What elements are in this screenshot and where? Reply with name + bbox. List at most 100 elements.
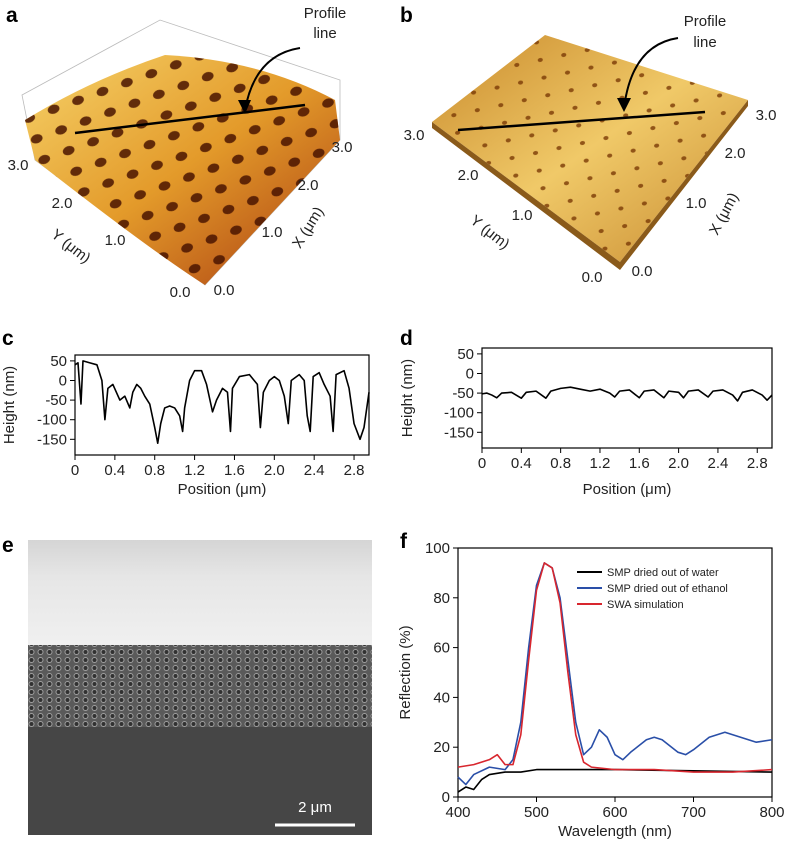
x-tick-label: 1.2 [184, 462, 205, 479]
y-tick-label: 20 [433, 739, 450, 756]
y-tick-label: -50 [45, 392, 67, 409]
axis-title: Reflection (%) [397, 625, 414, 719]
y-tick-label: -50 [452, 385, 474, 402]
y-tick-label: 1.0 [512, 207, 533, 224]
edge [432, 100, 748, 270]
arrow-head [238, 100, 251, 114]
chart: 400 500 600 700 800 0 20 40 60 80 100 f Wavelength (… [397, 530, 785, 840]
x-tick-label: 600 [602, 804, 627, 821]
axis-title: Height (nm) [1, 366, 18, 444]
y-tick-label: 1.0 [105, 232, 126, 249]
sem-shade [28, 645, 372, 727]
y-tick-label: 40 [433, 689, 450, 706]
scale-bar-label: 2 μm [298, 799, 332, 816]
x-tick-label: 2.0 [264, 462, 285, 479]
y-tick-label: 3.0 [8, 157, 29, 174]
x-tick-label: 1.0 [686, 195, 707, 212]
panel-label: c [2, 327, 14, 350]
y-tick-label: 0.0 [170, 284, 191, 301]
sem-substrate [28, 727, 372, 835]
legend-label: SWA simulation [607, 599, 684, 611]
data-line [457, 562, 773, 786]
profile-line [457, 110, 706, 132]
x-tick-label: 500 [524, 804, 549, 821]
axis-title: X (μm) [706, 190, 742, 238]
y-tick-label: 2.0 [458, 167, 479, 184]
axis-title: Wavelength (nm) [558, 823, 672, 840]
axis-title: Position (μm) [583, 481, 672, 498]
panel-a: a Profile line 3.0 2.0 1.0 0.0 0.0 1.0 2… [6, 4, 352, 301]
panel-label: f [400, 530, 408, 553]
axis-title: Y (μm) [48, 226, 94, 267]
y-tick-label: 80 [433, 590, 450, 607]
x-tick-label: 2.8 [747, 455, 768, 472]
chart: 0 0.4 0.8 1.2 1.6 2.0 2.4 2.8 50 0 -50 -100 -150 d Pos… [399, 327, 773, 498]
y-tick-label: 50 [50, 353, 67, 370]
x-tick-label: 0.0 [632, 263, 653, 280]
y-tick-label: 60 [433, 640, 450, 657]
x-tick-label: 2.4 [708, 455, 729, 472]
x-tick-label: 700 [681, 804, 706, 821]
sem-top [28, 540, 372, 645]
annotation: Profile [304, 5, 347, 22]
y-tick-label: 100 [425, 540, 450, 557]
x-tick-label: 0 [478, 455, 486, 472]
y-tick-label: -150 [444, 424, 474, 441]
profile-line [74, 103, 306, 135]
y-tick-label: 3.0 [404, 127, 425, 144]
x-tick-label: 3.0 [332, 139, 353, 156]
data-line [481, 386, 773, 402]
arrow [623, 37, 679, 109]
y-tick-label: 50 [457, 346, 474, 363]
plot-frame [74, 354, 370, 456]
data-line [74, 360, 370, 445]
x-tick-label: 0.8 [144, 462, 165, 479]
data-line [457, 768, 773, 793]
arrow [244, 47, 301, 111]
x-tick-label: 400 [445, 804, 470, 821]
x-tick-label: 2.0 [298, 177, 319, 194]
plot-frame [481, 347, 773, 449]
annotation: line [313, 25, 336, 42]
chart: 0 0.4 0.8 1.2 1.6 2.0 2.4 2.8 50 0 -50 -100 -150 c Pos… [1, 327, 370, 498]
y-tick-label: 0 [442, 789, 450, 806]
x-tick-label: 1.6 [629, 455, 650, 472]
axis-title: X (μm) [289, 204, 327, 251]
annotation: Profile [684, 13, 727, 30]
sem-pores [28, 645, 372, 727]
y-tick-label: -100 [444, 405, 474, 422]
x-tick-label: 2.0 [725, 145, 746, 162]
x-tick-label: 1.2 [590, 455, 611, 472]
arrow-head [617, 98, 631, 112]
annotation: line [693, 34, 716, 51]
panel-label: e [2, 534, 14, 557]
panel-e: 2 μm e [2, 534, 372, 835]
panel-label: d [400, 327, 413, 350]
legend-label: SMP dried out of ethanol [607, 583, 728, 595]
x-tick-label: 0.4 [104, 462, 125, 479]
x-tick-label: 0.0 [214, 282, 235, 299]
x-tick-label: 2.8 [344, 462, 365, 479]
panel-b: b Profile line 3.0 2.0 1.0 0.0 0.0 1.0 2… [400, 4, 776, 286]
x-tick-label: 800 [759, 804, 784, 821]
x-tick-label: 0 [71, 462, 79, 479]
x-tick-label: 2.0 [668, 455, 689, 472]
x-tick-label: 1.6 [224, 462, 245, 479]
x-tick-label: 1.0 [262, 224, 283, 241]
x-tick-label: 3.0 [756, 107, 777, 124]
axis-title: Position (μm) [178, 481, 267, 498]
y-tick-label: 0.0 [582, 269, 603, 286]
pores [25, 55, 340, 285]
axis-title: Y (μm) [467, 212, 513, 253]
legend-label: SMP dried out of water [607, 567, 719, 579]
x-tick-label: 0.4 [511, 455, 532, 472]
y-tick-label: -100 [37, 412, 67, 429]
axis-title: Height (nm) [399, 359, 416, 437]
y-tick-label: -150 [37, 431, 67, 448]
x-tick-label: 2.4 [304, 462, 325, 479]
y-tick-label: 2.0 [52, 195, 73, 212]
x-tick-label: 0.8 [550, 455, 571, 472]
panel-label: a [6, 4, 18, 27]
y-tick-label: 0 [59, 372, 67, 389]
